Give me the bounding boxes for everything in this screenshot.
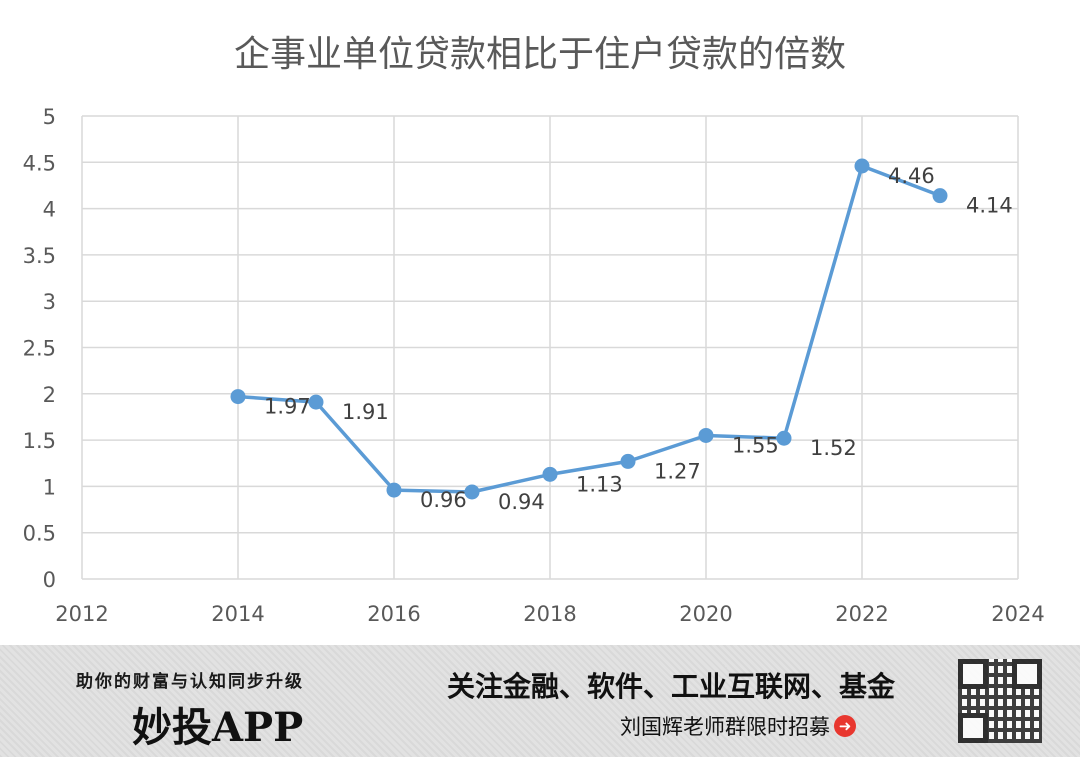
data-point (230, 389, 246, 405)
line-chart: 企事业单位贷款相比于住户贷款的倍数 00.511.522.533.544.552… (23, 34, 1045, 626)
data-label: 0.96 (420, 488, 467, 512)
data-label: 1.27 (654, 459, 701, 483)
data-label: 4.46 (888, 164, 935, 188)
x-tick-label: 2014 (211, 602, 264, 626)
y-tick-label: 2.5 (23, 337, 56, 361)
chart-area: 企事业单位贷款相比于住户贷款的倍数 0 0.5 1 1.5 2 2.5 3 3.5 4 4.5 5 2… (0, 0, 1080, 645)
qr-code-icon (958, 659, 1042, 743)
grid (81, 115, 1019, 580)
x-tick-label: 2020 (679, 602, 732, 626)
y-tick-label: 3 (43, 290, 56, 314)
y-tick-label: 5 (43, 105, 56, 129)
data-point (386, 482, 402, 498)
data-point (542, 466, 558, 482)
series-line (237, 164, 941, 494)
data-label: 1.97 (264, 395, 311, 419)
arrow-right-circle-icon: ➜ (834, 715, 856, 737)
recruit-text: 刘国辉老师群限时招募 (620, 715, 830, 739)
data-point (620, 453, 636, 469)
y-tick-label: 4 (43, 198, 56, 222)
footer-banner: 助你的财富与认知同步升级 妙投APP 关注金融、软件、工业互联网、基金 刘国辉老… (0, 645, 1080, 757)
x-tick-label: 2022 (835, 602, 888, 626)
y-tick-label: 2 (43, 383, 56, 407)
data-label: 4.14 (966, 194, 1013, 218)
x-tick-label: 2012 (55, 602, 108, 626)
data-point (854, 158, 870, 174)
data-label: 1.13 (576, 472, 623, 496)
data-point (698, 427, 714, 443)
data-label: 1.91 (342, 400, 389, 424)
y-tick-label: 3.5 (23, 244, 56, 268)
data-label: 0.94 (498, 490, 545, 514)
series (230, 158, 948, 500)
data-label: 1.52 (810, 436, 857, 460)
data-point (932, 188, 948, 204)
focus-topics: 关注金融、软件、工业互联网、基金 (447, 670, 896, 703)
data-point (308, 394, 324, 410)
y-tick-label: 4.5 (23, 151, 56, 175)
data-labels: 1.97 1.91 0.96 0.94 1.13 1.27 1.55 1.52 4.46 4.14 (264, 164, 1013, 514)
data-point (464, 484, 480, 500)
chart-title: 企事业单位贷款相比于住户贷款的倍数 (234, 34, 846, 75)
recruit-link[interactable]: 刘国辉老师群限时招募 ➜ (620, 711, 856, 741)
y-tick-label: 0.5 (23, 522, 56, 546)
x-tick-label: 2016 (367, 602, 420, 626)
app-name: 妙投APP (132, 704, 304, 751)
data-label: 1.55 (732, 433, 779, 457)
x-tick-label: 2018 (523, 602, 576, 626)
y-tick-label: 1.5 (23, 429, 56, 453)
y-tick-label: 0 (43, 568, 56, 592)
slogan: 助你的财富与认知同步升级 (76, 672, 304, 692)
x-tick-label: 2024 (991, 602, 1044, 626)
y-tick-label: 1 (43, 475, 56, 499)
data-point (776, 430, 792, 446)
